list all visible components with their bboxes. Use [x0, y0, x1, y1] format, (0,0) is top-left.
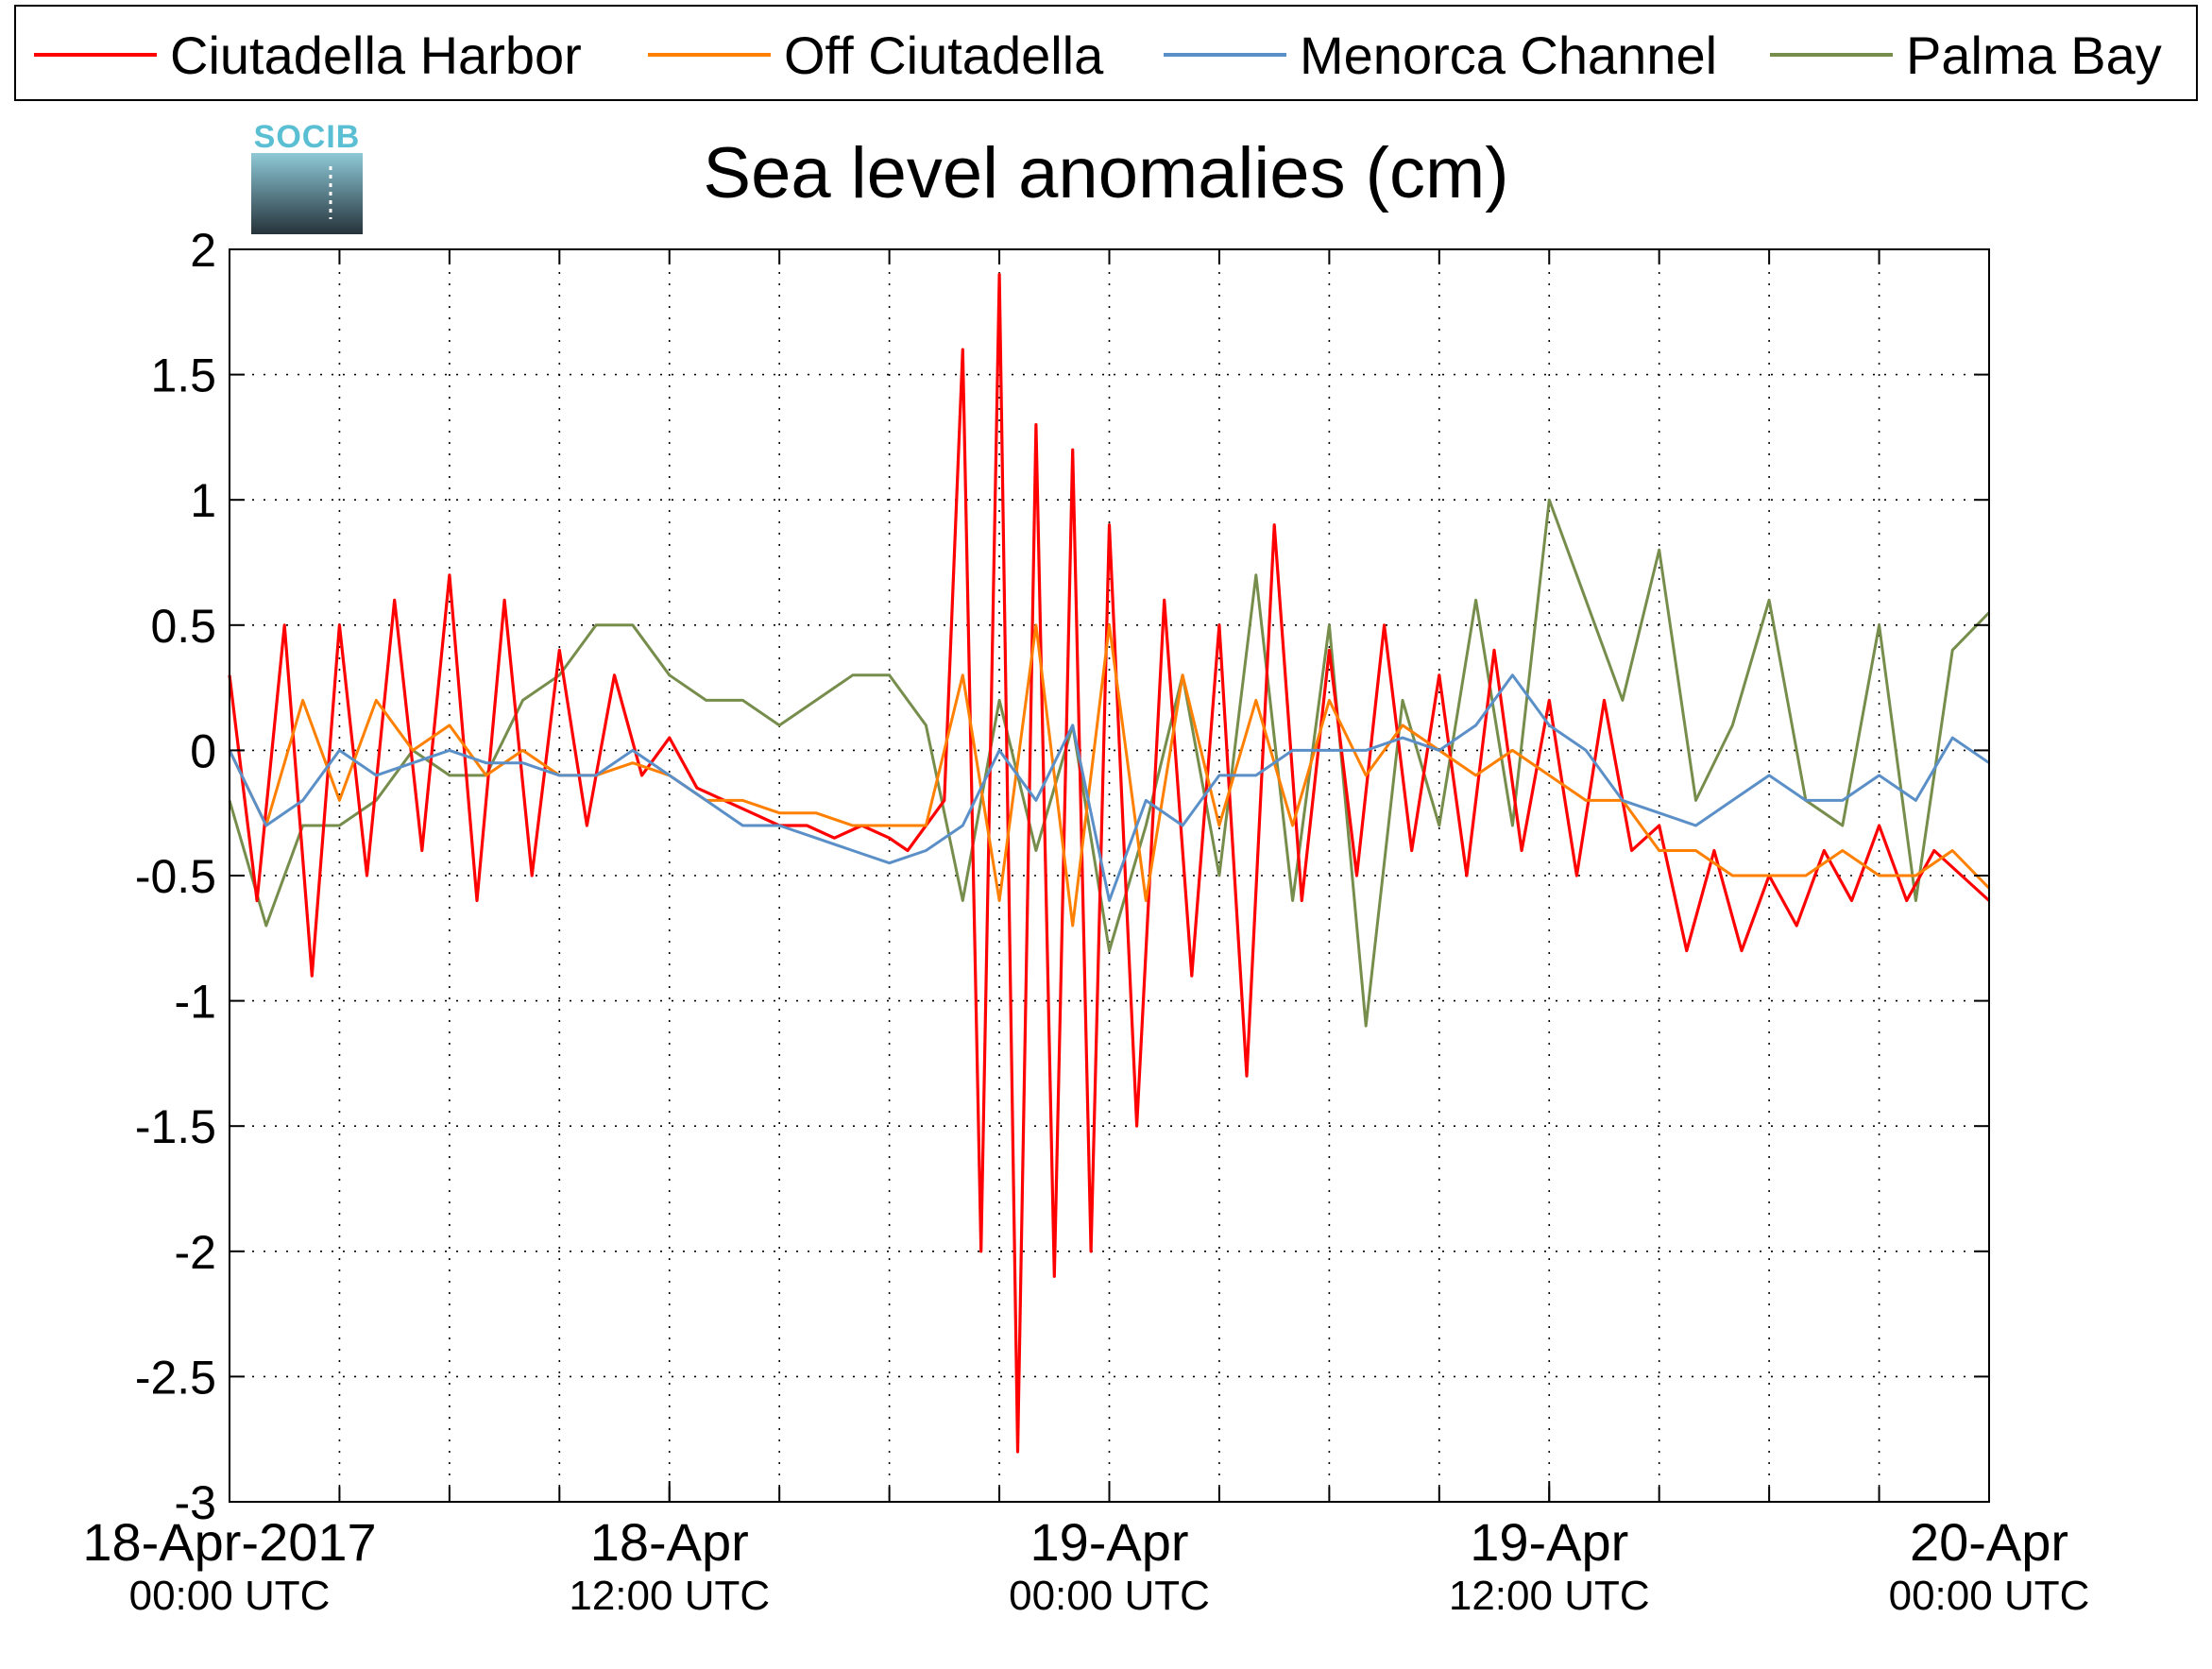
- x-tick-sublabel: 00:00 UTC: [1009, 1573, 1210, 1619]
- y-tick-label: -2: [175, 1226, 216, 1279]
- y-tick-label: 0.5: [150, 600, 216, 653]
- logo-text: SOCIB: [254, 119, 361, 155]
- x-tick-sublabel: 00:00 UTC: [1889, 1573, 2090, 1619]
- legend: Ciutadella Harbor Off Ciutadella Menorca C…: [14, 5, 2198, 101]
- y-tick-label: -2.5: [135, 1351, 216, 1404]
- plot-frame: [229, 248, 1990, 1503]
- series-line-palma-bay: [228, 498, 1991, 1028]
- x-tick-sublabel: 00:00 UTC: [129, 1573, 331, 1619]
- grid-lines: [230, 249, 1989, 1502]
- y-tick-label: -0.5: [135, 850, 216, 903]
- y-tick-label: 2: [190, 224, 216, 277]
- x-tick-label: 19-Apr: [1470, 1512, 1628, 1572]
- y-axis: 2 1.5 1 0.5 0 -0.5 -1 -1.5 -2 -2.5 -3: [135, 224, 1989, 1529]
- x-tick-label: 19-Apr: [1029, 1512, 1188, 1572]
- series-line-menorca-channel: [228, 673, 1990, 902]
- x-tick-sublabel: 12:00 UTC: [569, 1573, 770, 1619]
- legend-label: Menorca Channel: [1300, 26, 1717, 85]
- y-tick-label: -1.5: [135, 1100, 216, 1153]
- series-group: [228, 272, 1991, 1454]
- y-tick-label: 1: [190, 474, 216, 527]
- y-tick-label: 1.5: [150, 349, 216, 402]
- plot-area: [228, 248, 1991, 1503]
- x-tick-label: 20-Apr: [1910, 1512, 2068, 1572]
- legend-label: Palma Bay: [1906, 26, 2162, 85]
- y-tick-label: -3: [175, 1476, 216, 1529]
- series-line-off-ciutadella: [228, 623, 1991, 928]
- legend-items: Ciutadella Harbor Off Ciutadella Menorca C…: [34, 26, 2162, 85]
- x-tick-label: 18-Apr-2017: [82, 1512, 376, 1572]
- x-tick-label: 18-Apr: [590, 1512, 749, 1572]
- y-tick-label: -1: [175, 976, 216, 1029]
- legend-label: Ciutadella Harbor: [170, 26, 582, 85]
- legend-label: Off Ciutadella: [784, 26, 1104, 85]
- socib-logo: SOCIB: [251, 119, 363, 234]
- logo-graphic: [251, 153, 363, 234]
- chart-title: Sea level anomalies (cm): [703, 133, 1508, 213]
- y-tick-label: 0: [190, 724, 216, 777]
- x-tick-sublabel: 12:00 UTC: [1449, 1573, 1650, 1619]
- series-line-ciutadella-harbor: [228, 272, 1991, 1454]
